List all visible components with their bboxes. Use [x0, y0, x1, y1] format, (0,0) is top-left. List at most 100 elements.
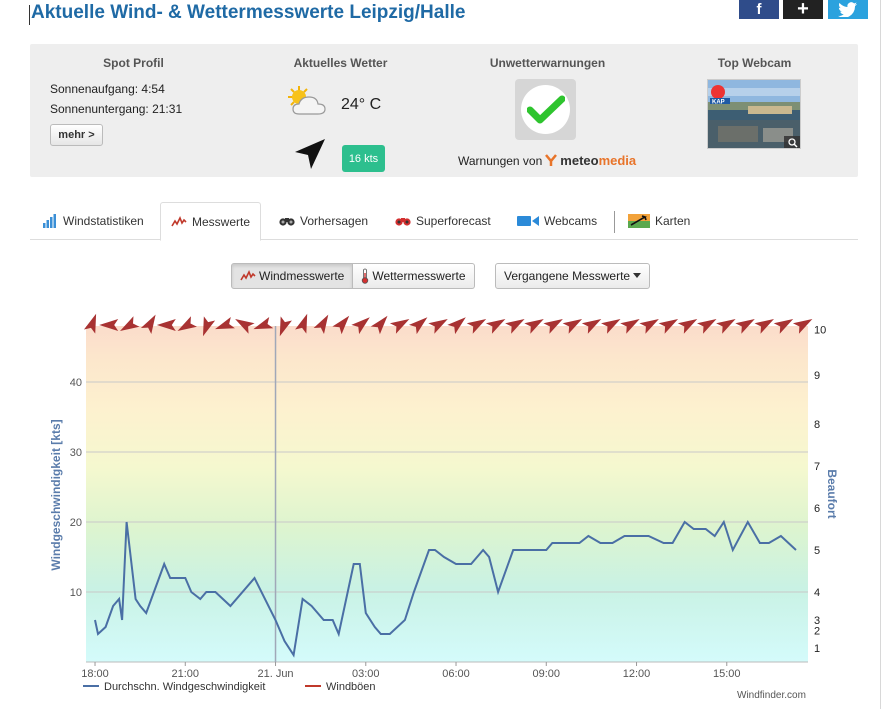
twitter-button[interactable] — [828, 0, 868, 19]
wind-direction-arrow — [156, 319, 176, 331]
sunrise-text: Sonnenaufgang: 4:54 — [50, 82, 165, 96]
tab-windstatistiken[interactable]: Windstatistiken — [32, 202, 154, 240]
current-weather-section: Aktuelles Wetter 24° C 16 kts — [237, 44, 444, 177]
tab-label: Vorhersagen — [300, 214, 369, 228]
legend: Durchschn. Windgeschwindigkeit Windböen — [83, 681, 376, 693]
wind-direction-arrow — [581, 319, 602, 334]
y-tick-label: 20 — [70, 517, 82, 529]
wind-direction-arrow — [562, 319, 583, 334]
wind-direction-arrow — [140, 314, 156, 335]
x-tick-label: 21:00 — [172, 668, 200, 680]
text-cursor — [29, 5, 30, 25]
arrow-shape — [253, 316, 274, 330]
current-weather-title: Aktuelles Wetter — [293, 56, 388, 70]
tab-superforecast[interactable]: Superforecast — [385, 202, 501, 240]
wind-direction-arrow — [120, 316, 140, 331]
more-button[interactable]: mehr > — [50, 124, 103, 146]
arrow-shape — [235, 319, 255, 334]
arrow-shape — [792, 319, 813, 334]
wind-direction-arrow — [389, 319, 410, 334]
magnifier-icon — [788, 138, 798, 148]
warning-status[interactable] — [515, 79, 576, 140]
twitter-icon — [838, 2, 858, 17]
wind-direction-arrow — [658, 319, 679, 334]
webcam-thumbnail[interactable]: KAP — [707, 79, 801, 149]
past-measurements-label: Vergangene Messwerte — [504, 269, 631, 283]
arrow-shape — [295, 313, 308, 334]
beaufort-tick-label: 5 — [814, 545, 820, 557]
arrow-shape — [754, 319, 774, 334]
arrow-shape — [279, 316, 292, 337]
spot-profile-title: Spot Profil — [103, 56, 164, 70]
tab-vorhersagen[interactable]: Vorhersagen — [269, 202, 378, 240]
binoculars-icon — [279, 218, 295, 226]
video-camera-icon — [517, 216, 539, 226]
weather-warnings-title: Unwetterwarnungen — [489, 56, 606, 70]
wind-measurements-button[interactable]: Windmesswerte — [231, 263, 354, 289]
warnings-provider: Warnungen von meteomedia — [458, 153, 636, 168]
tab-webcams[interactable]: Webcams — [507, 202, 607, 240]
x-tick-label: 15:00 — [713, 668, 741, 680]
y-axis-label: Windgeschwindigkeit [kts] — [49, 419, 63, 570]
arrow-shape — [601, 319, 621, 334]
wind-direction-arrow — [177, 316, 197, 331]
spot-info-panel: Spot Profil Sonnenaufgang: 4:54 Sonnenun… — [30, 44, 858, 177]
weather-measurements-button[interactable]: Wettermesswerte — [353, 263, 475, 289]
caret-down-icon — [633, 273, 642, 278]
legend-gusts-label[interactable]: Windböen — [326, 681, 376, 693]
arrow-shape — [447, 317, 466, 335]
tab-karten[interactable]: Karten — [618, 202, 700, 240]
arrow-shape — [581, 319, 602, 334]
facebook-button[interactable]: f — [739, 0, 779, 19]
tab-label: Webcams — [544, 214, 598, 228]
svg-text:KAP: KAP — [712, 100, 725, 106]
arrow-shape — [773, 319, 794, 334]
legend-avg-wind-label[interactable]: Durchschn. Windgeschwindigkeit — [104, 681, 265, 693]
wind-direction-arrow — [428, 319, 448, 334]
arrow-shape — [543, 319, 563, 334]
x-tick-label: 21. Jun — [257, 668, 293, 680]
wind-direction-arrow — [215, 316, 235, 330]
y-tick-label: 30 — [70, 447, 82, 459]
meteomedia-link[interactable]: meteomedia — [560, 153, 637, 168]
wind-direction-arrow — [735, 319, 755, 334]
arrow-shape — [215, 316, 235, 330]
wind-direction-arrow — [773, 319, 794, 334]
wind-direction-arrow — [543, 319, 563, 334]
y-tick-label: 40 — [70, 377, 82, 389]
arrow-shape — [524, 319, 544, 334]
temperature-value: 24° C — [341, 96, 382, 113]
arrow-shape — [389, 319, 410, 334]
wind-direction-arrow — [524, 319, 544, 334]
page-title: Aktuelle Wind- & Wettermesswerte Leipzig… — [31, 2, 466, 23]
arrow-shape — [735, 319, 755, 334]
share-plus-button[interactable]: + — [783, 0, 823, 20]
beaufort-tick-label: 10 — [814, 325, 826, 337]
arrow-shape — [658, 319, 679, 334]
arrow-shape — [639, 319, 659, 334]
wind-chart: 10 20 30 40 1 2 3 4 5 6 7 8 9 10 18:00 21:00 21. Jun 03… — [0, 300, 886, 709]
wind-direction-arrow — [792, 319, 813, 334]
windfinder-credit: Windfinder.com — [737, 690, 806, 701]
wind-direction-arrow — [485, 319, 506, 334]
past-measurements-dropdown[interactable]: Vergangene Messwerte — [495, 263, 651, 289]
wind-direction-arrow — [677, 319, 698, 334]
arrow-shape — [505, 319, 525, 334]
facebook-icon: f — [756, 1, 762, 18]
spot-profile-section: Spot Profil Sonnenaufgang: 4:54 Sonnenun… — [30, 44, 237, 177]
arrow-shape — [177, 316, 197, 331]
meteomedia-logo-icon — [545, 154, 558, 166]
wind-direction-arrow — [99, 319, 119, 331]
wind-direction-arrow — [408, 317, 428, 335]
checkmark-icon — [526, 95, 565, 123]
tab-messwerte[interactable]: Messwerte — [160, 202, 262, 241]
line-chart-icon — [171, 215, 187, 226]
beaufort-tick-label: 4 — [814, 587, 820, 599]
weather-warnings-section: Unwetterwarnungen Warnungen von meteomed… — [444, 44, 651, 177]
avg-wind-series-line — [94, 519, 797, 658]
wind-direction-arrow — [202, 316, 216, 337]
wind-direction-arrow — [697, 319, 717, 334]
map-icon — [628, 214, 650, 228]
arrow-shape — [697, 319, 717, 334]
